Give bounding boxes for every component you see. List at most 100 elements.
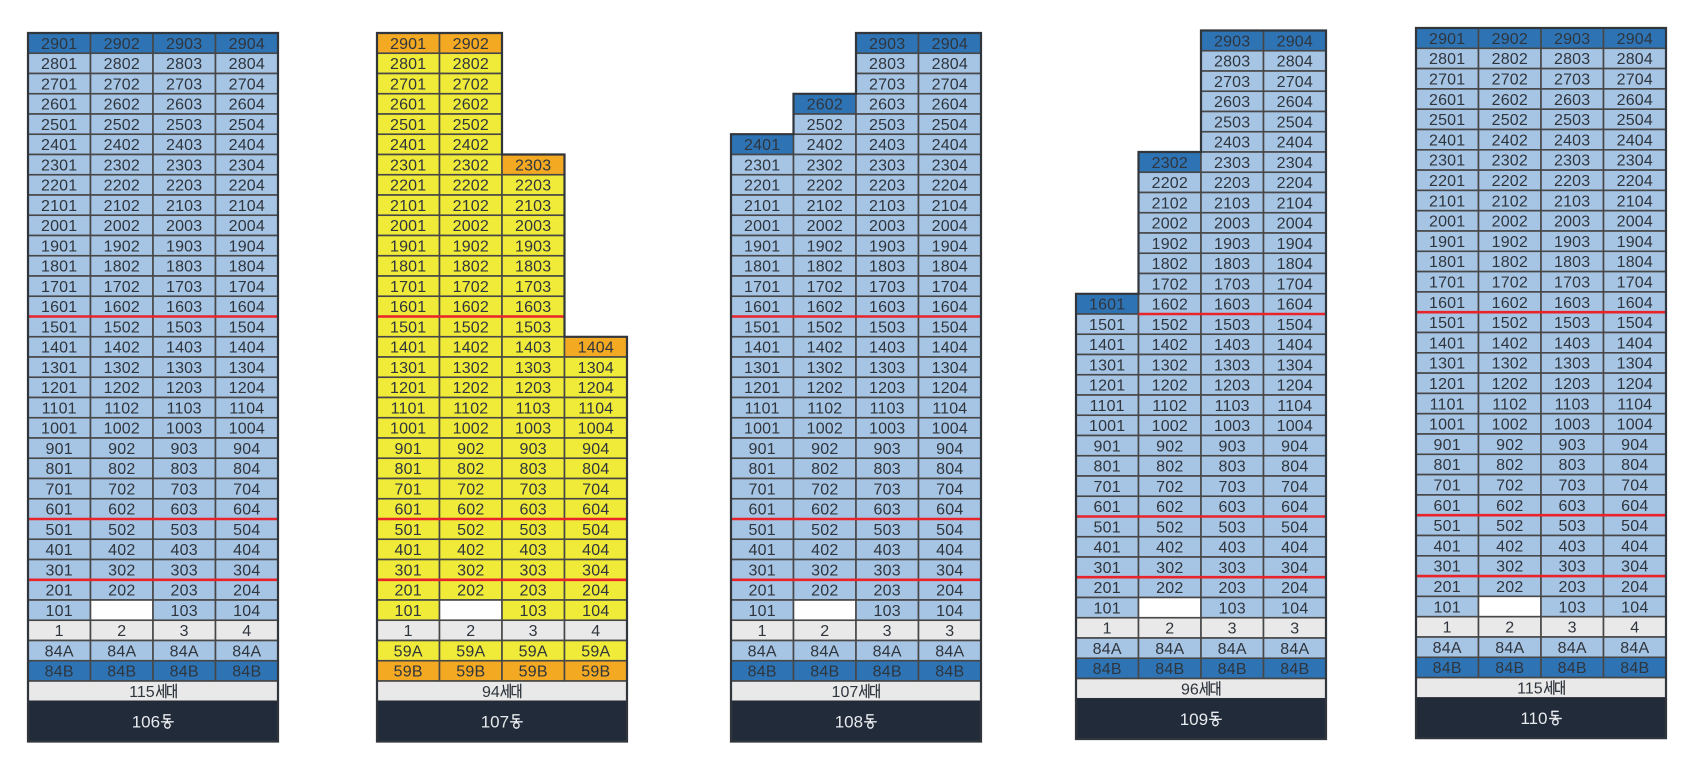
svg-text:2602: 2602 (453, 97, 489, 114)
svg-text:2302: 2302 (453, 157, 489, 174)
svg-text:502: 502 (811, 522, 838, 539)
svg-text:201: 201 (749, 583, 776, 600)
svg-text:1501: 1501 (744, 319, 780, 336)
svg-text:84B: 84B (1558, 660, 1587, 677)
svg-text:84A: 84A (1218, 641, 1247, 658)
svg-text:59A: 59A (519, 643, 548, 660)
svg-text:1402: 1402 (807, 340, 843, 357)
svg-text:402: 402 (1496, 538, 1523, 555)
svg-text:1402: 1402 (104, 340, 140, 357)
svg-text:1701: 1701 (390, 279, 426, 296)
svg-text:1802: 1802 (1492, 254, 1528, 271)
svg-text:1803: 1803 (166, 259, 202, 276)
svg-text:203: 203 (520, 583, 547, 600)
svg-text:1004: 1004 (932, 421, 968, 438)
svg-text:2703: 2703 (1554, 72, 1590, 89)
svg-text:1501: 1501 (1089, 317, 1125, 334)
svg-text:2403: 2403 (1554, 132, 1590, 149)
svg-text:1003: 1003 (1214, 418, 1250, 435)
svg-text:303: 303 (520, 562, 547, 579)
svg-text:107: 107 (832, 684, 859, 701)
svg-text:2202: 2202 (1152, 175, 1188, 192)
svg-text:1704: 1704 (932, 279, 968, 296)
svg-text:59A: 59A (456, 643, 485, 660)
svg-text:103: 103 (1559, 599, 1586, 616)
svg-text:84B: 84B (1495, 660, 1524, 677)
svg-text:1202: 1202 (1152, 378, 1188, 395)
svg-text:801: 801 (395, 461, 422, 478)
svg-text:804: 804 (233, 461, 260, 478)
svg-text:2202: 2202 (104, 178, 140, 195)
svg-text:2003: 2003 (166, 218, 202, 235)
svg-text:1301: 1301 (41, 360, 77, 377)
svg-text:2204: 2204 (932, 178, 968, 195)
svg-text:1403: 1403 (869, 340, 905, 357)
svg-text:94: 94 (482, 684, 500, 701)
svg-text:2503: 2503 (869, 117, 905, 134)
svg-text:1203: 1203 (166, 380, 202, 397)
svg-text:2904: 2904 (1277, 33, 1313, 50)
svg-text:1503: 1503 (1554, 315, 1590, 332)
svg-text:2604: 2604 (932, 97, 968, 114)
svg-text:203: 203 (171, 583, 198, 600)
svg-text:2603: 2603 (869, 97, 905, 114)
svg-text:84A: 84A (1155, 641, 1184, 658)
svg-text:2602: 2602 (1492, 92, 1528, 109)
svg-text:204: 204 (233, 583, 260, 600)
svg-text:301: 301 (749, 562, 776, 579)
svg-text:1402: 1402 (1492, 335, 1528, 352)
svg-text:1302: 1302 (807, 360, 843, 377)
svg-text:1901: 1901 (1429, 234, 1465, 251)
svg-text:2203: 2203 (166, 178, 202, 195)
svg-text:2101: 2101 (390, 198, 426, 215)
svg-text:2502: 2502 (1492, 112, 1528, 129)
svg-text:1404: 1404 (578, 340, 614, 357)
svg-text:1803: 1803 (1554, 254, 1590, 271)
svg-text:802: 802 (1156, 459, 1183, 476)
svg-text:501: 501 (1094, 519, 1121, 536)
svg-text:503: 503 (520, 522, 547, 539)
svg-text:2503: 2503 (1554, 112, 1590, 129)
svg-text:2503: 2503 (1214, 114, 1250, 131)
svg-text:1904: 1904 (1277, 236, 1313, 253)
svg-text:1002: 1002 (1152, 418, 1188, 435)
svg-text:2701: 2701 (1429, 72, 1465, 89)
svg-text:2303: 2303 (869, 157, 905, 174)
svg-text:2603: 2603 (1214, 94, 1250, 111)
svg-text:603: 603 (1219, 499, 1246, 516)
svg-text:1702: 1702 (453, 279, 489, 296)
svg-text:602: 602 (108, 502, 135, 519)
svg-text:2501: 2501 (390, 117, 426, 134)
svg-text:1201: 1201 (390, 380, 426, 397)
svg-text:1601: 1601 (744, 299, 780, 316)
svg-text:703: 703 (171, 481, 198, 498)
svg-text:2201: 2201 (1429, 173, 1465, 190)
svg-text:1801: 1801 (1429, 254, 1465, 271)
svg-text:703: 703 (1219, 479, 1246, 496)
svg-text:1202: 1202 (807, 380, 843, 397)
svg-text:1402: 1402 (1152, 337, 1188, 354)
svg-text:109: 109 (1180, 710, 1208, 729)
svg-text:1: 1 (1443, 620, 1452, 637)
svg-text:84A: 84A (232, 643, 261, 660)
svg-text:301: 301 (395, 562, 422, 579)
svg-text:84A: 84A (1495, 640, 1524, 657)
svg-text:1104: 1104 (229, 400, 264, 417)
svg-text:602: 602 (1156, 499, 1183, 516)
svg-text:1701: 1701 (744, 279, 780, 296)
svg-text:401: 401 (749, 542, 776, 559)
svg-text:2703: 2703 (869, 76, 905, 93)
svg-text:1502: 1502 (453, 319, 489, 336)
svg-text:903: 903 (171, 441, 198, 458)
svg-text:2: 2 (1165, 621, 1174, 638)
svg-text:2102: 2102 (104, 198, 140, 215)
svg-text:1301: 1301 (390, 360, 426, 377)
svg-text:2103: 2103 (166, 198, 202, 215)
svg-text:2903: 2903 (1214, 33, 1250, 50)
svg-text:802: 802 (1496, 457, 1523, 474)
svg-text:702: 702 (811, 481, 838, 498)
svg-text:59B: 59B (581, 664, 610, 681)
svg-text:1004: 1004 (578, 421, 614, 438)
svg-text:2203: 2203 (515, 178, 551, 195)
svg-text:901: 901 (46, 441, 73, 458)
